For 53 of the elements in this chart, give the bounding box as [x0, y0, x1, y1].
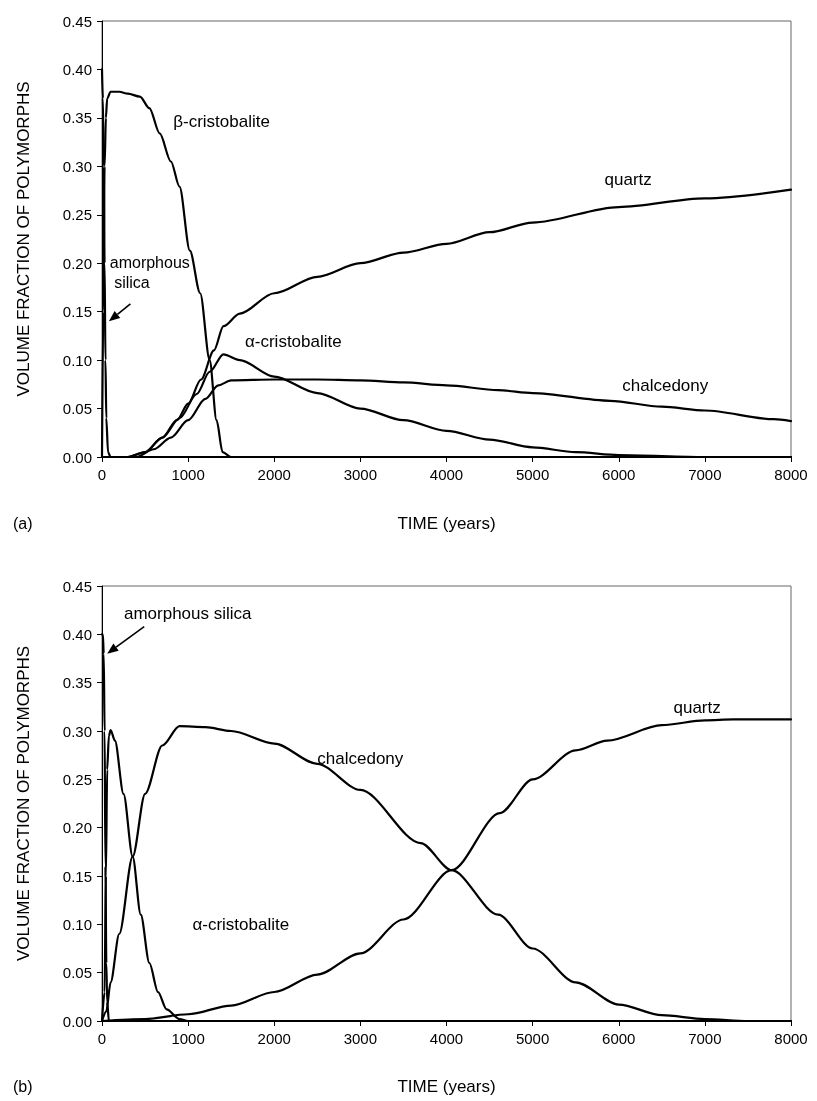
series-label: amorphous silica: [109, 254, 190, 292]
x-tick-label: 0: [97, 1030, 107, 1047]
x-tick-label: 6000: [602, 466, 636, 483]
x-tick-label: 4000: [429, 1030, 464, 1047]
x-tick-label: 5000: [515, 1030, 550, 1047]
x-tick-label: 1000: [171, 466, 205, 483]
y-tick-label: 0.30: [62, 722, 92, 740]
x-tick-label: 8000: [774, 1030, 808, 1047]
text: (a): [13, 514, 33, 532]
series-label: quartz: [673, 698, 721, 718]
series-label: amorphous silica: [123, 603, 253, 623]
x-tick-label: 7000: [688, 466, 722, 483]
y-tick-label: 0.00: [62, 448, 92, 466]
x-axis-title: TIME (years): [397, 1077, 496, 1096]
x-axis-title: TIME (years): [397, 514, 496, 533]
y-axis-title: VOLUME FRACTION OF POLYMORPHS: [14, 81, 33, 397]
y-tick-label: 0.15: [62, 867, 92, 885]
x-tick-label: 3000: [343, 1030, 378, 1047]
y-tick-label: 0.20: [62, 254, 92, 272]
x-tick-label: 8000: [774, 466, 808, 483]
series-label: chalcedony: [317, 748, 404, 768]
x-tick-label: 2000: [257, 1030, 291, 1047]
y-tick-label: 0.45: [62, 577, 92, 595]
y-tick-label: 0.20: [62, 819, 92, 837]
y-tick-label: 0.30: [62, 157, 92, 175]
y-tick-label: 0.35: [62, 109, 92, 127]
series-label: chalcedony: [622, 375, 709, 395]
x-tick-label: 2000: [257, 466, 291, 483]
series-label: α-cristobalite: [244, 332, 342, 352]
x-tick-label: 4000: [429, 466, 464, 483]
y-tick-label: 0.35: [62, 674, 92, 692]
x-tick-label: 1000: [171, 1030, 205, 1047]
y-tick-label: 0.25: [62, 770, 92, 788]
x-tick-label: 5000: [515, 466, 550, 483]
y-tick-label: 0.10: [62, 351, 92, 369]
x-tick-label: 3000: [343, 466, 378, 483]
y-tick-label: 0.05: [62, 400, 92, 418]
y-tick-label: 0.05: [62, 964, 92, 982]
y-axis-title: VOLUME FRACTION OF POLYMORPHS: [14, 645, 33, 962]
y-tick-label: 0.25: [62, 206, 92, 224]
y-tick-label: 0.10: [62, 915, 92, 933]
series-label: quartz: [604, 170, 652, 190]
text: (b): [13, 1077, 33, 1095]
series-label: β-cristobalite: [173, 112, 270, 132]
x-tick-label: 6000: [602, 1030, 636, 1047]
y-tick-label: 0.45: [62, 12, 92, 30]
y-tick-label: 0.40: [62, 60, 92, 78]
y-tick-label: 0.15: [62, 303, 92, 321]
x-tick-label: 7000: [688, 1030, 722, 1047]
text: α-cristobalite: [192, 914, 290, 934]
y-tick-label: 0.40: [62, 625, 92, 643]
x-tick-label: 0: [97, 466, 107, 483]
y-tick-label: 0.00: [62, 1012, 92, 1030]
